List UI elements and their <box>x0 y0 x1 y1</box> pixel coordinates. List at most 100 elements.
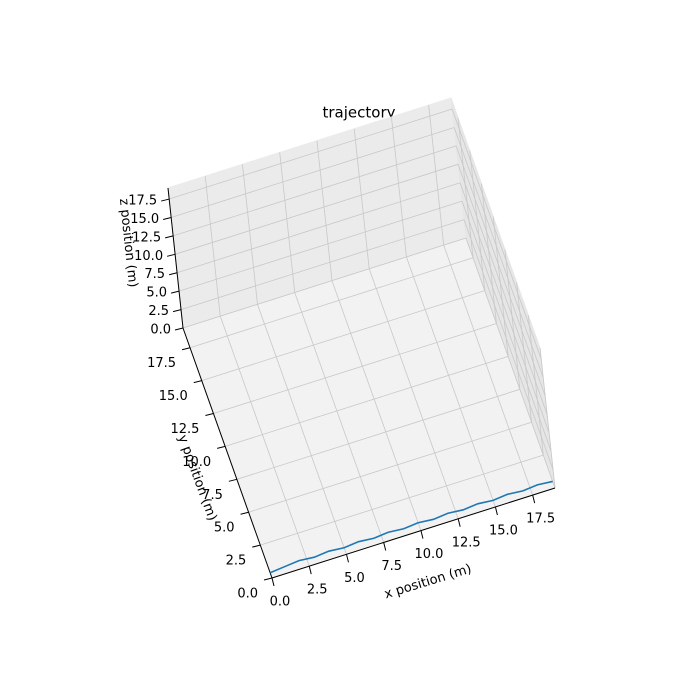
grid-line <box>294 292 385 543</box>
grid-line <box>453 127 544 378</box>
grid-line <box>219 316 310 567</box>
z-tick-label: 5.0 <box>146 286 167 301</box>
grid-line <box>353 128 370 269</box>
x-tick-label: 7.5 <box>381 559 402 574</box>
tick-mark <box>252 544 261 548</box>
grid-line <box>457 117 474 258</box>
z-tick-label: 12.5 <box>132 230 161 245</box>
grid-line <box>180 219 465 310</box>
tick-mark <box>168 272 178 276</box>
x-tick-label: 2.5 <box>307 583 328 598</box>
grid-line <box>465 237 556 489</box>
x-tick-label: 0.0 <box>270 595 291 610</box>
tick-mark <box>457 518 461 527</box>
chart-title: trajectory <box>323 104 396 122</box>
grid-line <box>189 257 474 349</box>
tick-mark <box>345 554 349 563</box>
grid-line <box>455 145 546 397</box>
grid-line <box>182 237 467 329</box>
y-axis <box>182 327 273 579</box>
y-tick-label: 10.0 <box>182 455 211 470</box>
grid-line <box>461 201 552 452</box>
y-tick-label: 5.0 <box>214 521 235 536</box>
y-tick-label: 7.5 <box>202 488 223 503</box>
grid-line <box>469 150 486 291</box>
grid-line <box>527 315 544 456</box>
z-tick-label: 2.5 <box>148 304 169 319</box>
grid-line <box>174 163 459 255</box>
x-tick-label: 17.5 <box>526 512 555 527</box>
grid-line <box>459 182 550 433</box>
grid-line <box>204 176 221 317</box>
tick-mark <box>420 530 424 539</box>
grid-line <box>236 388 520 480</box>
tick-mark <box>271 577 275 587</box>
grid-line <box>428 105 445 246</box>
z-tick-label: 10.0 <box>134 249 163 264</box>
tick-mark <box>240 511 249 515</box>
grid-line <box>539 347 556 489</box>
y-tick-label: 17.5 <box>147 356 176 371</box>
x-axis <box>271 487 556 579</box>
grid-line <box>257 304 347 555</box>
x-tick-label: 5.0 <box>344 571 365 586</box>
tick-mark <box>205 413 214 417</box>
z-tick-label: 0.0 <box>150 323 171 338</box>
tick-mark <box>161 198 170 202</box>
tick-mark <box>308 566 312 575</box>
grid-line <box>279 152 296 293</box>
grid-line <box>176 182 461 274</box>
z-tick-label: 7.5 <box>144 267 165 282</box>
grid-line <box>504 249 521 390</box>
x-tick-label: 12.5 <box>452 535 481 550</box>
x-tick-label: 10.0 <box>414 547 443 562</box>
y-tick-label: 12.5 <box>170 422 199 437</box>
grid-line <box>391 116 407 257</box>
grid-line <box>169 108 453 200</box>
tick-mark <box>263 577 273 581</box>
tick-mark <box>532 494 536 504</box>
grid-line <box>316 140 333 281</box>
trajectory-line <box>269 480 553 574</box>
grid-line <box>213 323 497 414</box>
grid-line <box>171 127 455 218</box>
grid-line <box>492 216 509 357</box>
z-tick-label: 17.5 <box>128 194 157 209</box>
tick-mark <box>494 506 498 516</box>
tick-mark <box>166 253 176 257</box>
z-tick-label: 15.0 <box>130 212 159 227</box>
tick-mark <box>193 380 202 384</box>
y-tick-label: 2.5 <box>226 554 247 569</box>
grid-line <box>173 145 457 237</box>
grid-line <box>201 290 485 382</box>
grid-line <box>178 200 463 292</box>
x-tick-label: 15.0 <box>489 523 518 538</box>
grid-line <box>406 256 496 508</box>
grid-line <box>331 280 422 531</box>
tick-mark <box>383 542 387 551</box>
tick-mark <box>228 478 237 482</box>
y-tick-label: 15.0 <box>159 389 188 404</box>
y-axis-label: y position (m) <box>175 433 220 523</box>
grid-line <box>248 421 532 513</box>
z-axis <box>167 187 184 329</box>
grid-line <box>443 244 534 496</box>
tick-mark <box>170 290 180 294</box>
y-tick-label: 0.0 <box>237 587 258 602</box>
tick-mark <box>174 327 184 331</box>
grid-line <box>368 268 459 519</box>
grid-line <box>516 282 532 423</box>
tick-mark <box>217 445 226 449</box>
grid-line <box>242 164 258 305</box>
grid-line <box>451 108 542 360</box>
grid-line <box>481 183 497 324</box>
tick-mark <box>163 216 172 220</box>
grid-line <box>457 164 548 415</box>
tick-mark <box>165 235 174 239</box>
grid-line <box>260 454 544 546</box>
tick-mark <box>181 347 191 351</box>
tick-mark <box>172 309 182 313</box>
grid-line <box>225 356 509 447</box>
grid-line <box>463 219 554 470</box>
